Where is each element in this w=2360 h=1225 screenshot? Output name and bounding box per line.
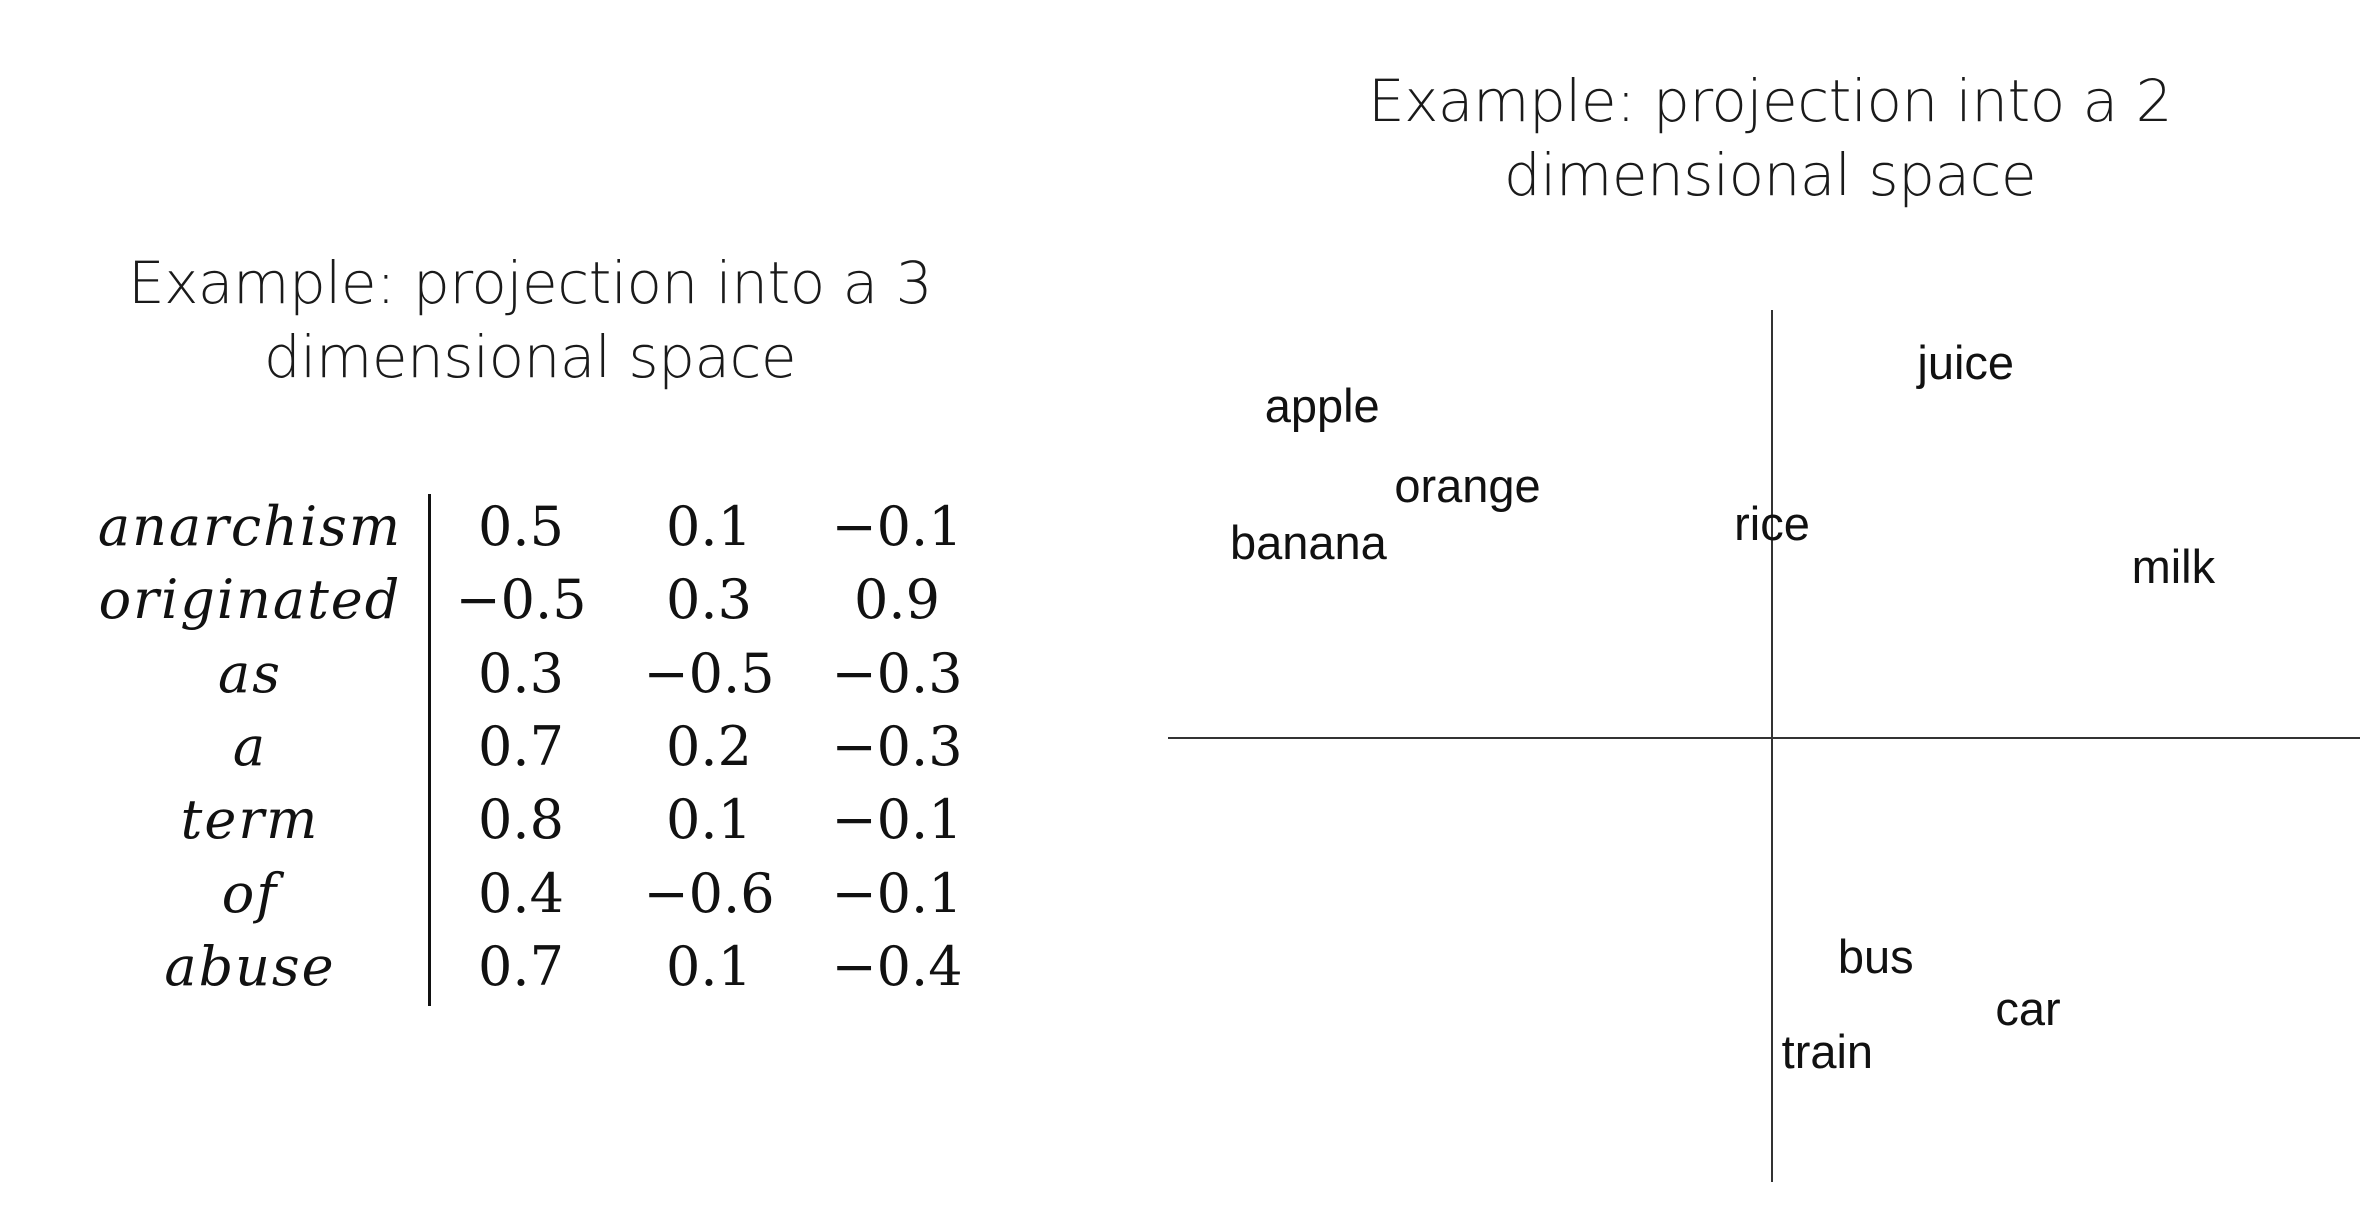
matrix-value: 0.1	[666, 788, 752, 852]
matrix-row: abuse 0.7 0.1 −0.4	[60, 930, 980, 1003]
matrix-value: 0.1	[666, 495, 752, 558]
matrix-value: −0.5	[455, 568, 587, 632]
matrix-value: −0.1	[831, 788, 963, 852]
matrix-value: 0.3	[478, 641, 564, 705]
point-label-milk: milk	[2131, 540, 2216, 593]
x-axis	[1168, 737, 2360, 739]
matrix-value: 0.5	[478, 495, 564, 558]
point-label-car: car	[1995, 981, 2061, 1035]
matrix-word: abuse	[164, 934, 336, 998]
matrix-value: −0.3	[831, 714, 963, 778]
matrix-word: originated	[98, 568, 402, 632]
point-label-orange: orange	[1394, 459, 1541, 513]
matrix-value: 0.3	[666, 568, 752, 632]
matrix-value: −0.4	[831, 934, 963, 998]
matrix-row: term 0.8 0.1 −0.1	[60, 783, 980, 856]
point-label-banana: banana	[1229, 516, 1387, 570]
matrix-value: 0.9	[854, 568, 940, 632]
matrix-value: 0.7	[478, 714, 564, 778]
point-label-bus: bus	[1837, 929, 1914, 983]
matrix-value: −0.6	[643, 861, 775, 925]
matrix-value: 0.7	[478, 934, 564, 998]
matrix-row: originated −0.5 0.3 0.9	[60, 563, 980, 636]
matrix-row: as 0.3 −0.5 −0.3	[60, 637, 980, 710]
left-title-line-1: Example: projection into a 3	[127, 249, 933, 317]
right-title-line-1: Example: projection into a 2	[1367, 67, 2173, 135]
matrix-row: a 0.7 0.2 −0.3	[60, 710, 980, 783]
matrix-value: −0.5	[643, 641, 775, 705]
matrix-value: −0.1	[831, 861, 963, 925]
right-title-line-2: dimensional space	[1503, 141, 2037, 209]
matrix-word: a	[232, 714, 268, 778]
right-title: Example: projection into a 2 dimensional…	[1340, 64, 2200, 212]
point-label-juice: juice	[1917, 335, 2015, 389]
matrix-value: 0.4	[478, 861, 564, 925]
y-axis	[1771, 310, 1773, 1182]
embedding-matrix: anarchism 0.5 0.1 −0.1 originated −0.5 0.3 0.9 a…	[60, 490, 980, 1010]
matrix-word: term	[180, 788, 320, 852]
matrix-value: −0.3	[831, 641, 963, 705]
matrix-word: as	[218, 641, 282, 705]
matrix-value: −0.1	[831, 495, 963, 558]
matrix-divider	[428, 494, 431, 1006]
point-label-rice: rice	[1734, 497, 1810, 551]
matrix-row: anarchism 0.5 0.1 −0.1	[60, 490, 980, 563]
point-label-train: train	[1781, 1024, 1874, 1078]
matrix-value: 0.1	[666, 934, 752, 998]
matrix-value: 0.8	[478, 788, 564, 852]
matrix-value: 0.2	[666, 714, 752, 778]
matrix-row: of 0.4 −0.6 −0.1	[60, 857, 980, 930]
left-title-line-2: dimensional space	[263, 323, 797, 391]
point-label-apple: apple	[1264, 378, 1380, 432]
left-title: Example: projection into a 3 dimensional…	[100, 246, 960, 394]
matrix-word: anarchism	[97, 495, 403, 558]
matrix-word: of	[221, 861, 279, 925]
